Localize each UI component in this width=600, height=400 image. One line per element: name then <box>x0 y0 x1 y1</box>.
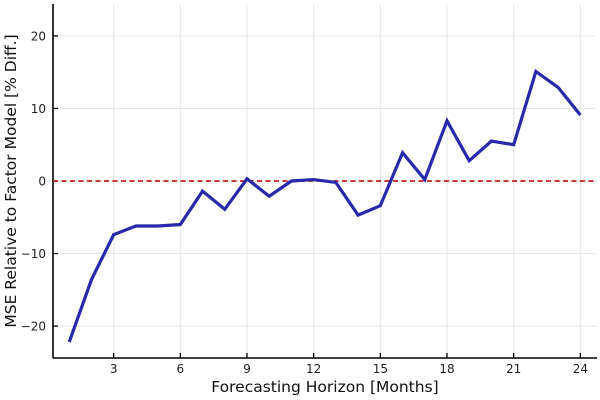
y-tick-label: 0 <box>38 175 46 189</box>
series-layer <box>53 68 597 343</box>
y-tick-label: −10 <box>21 247 46 261</box>
x-tick-label: 9 <box>243 362 251 376</box>
y-axis-label: MSE Relative to Factor Model [% Diff.] <box>2 34 20 327</box>
series-line <box>67 68 582 343</box>
axes: 3 6 9 12 15 18 21 24 −20 −10 0 10 20 <box>21 4 597 376</box>
y-tick-label: 20 <box>31 29 46 43</box>
x-tick-label: 24 <box>573 362 588 376</box>
x-tick-label: 6 <box>177 362 185 376</box>
x-tick-label: 3 <box>110 362 118 376</box>
x-tick-label: 12 <box>306 362 321 376</box>
y-tick-label: 10 <box>31 102 46 116</box>
y-tick-label: −20 <box>21 320 46 334</box>
x-tick-label: 21 <box>506 362 521 376</box>
x-tick-label: 18 <box>439 362 454 376</box>
x-tick-label: 15 <box>373 362 388 376</box>
x-axis-label: Forecasting Horizon [Months] <box>211 378 438 396</box>
